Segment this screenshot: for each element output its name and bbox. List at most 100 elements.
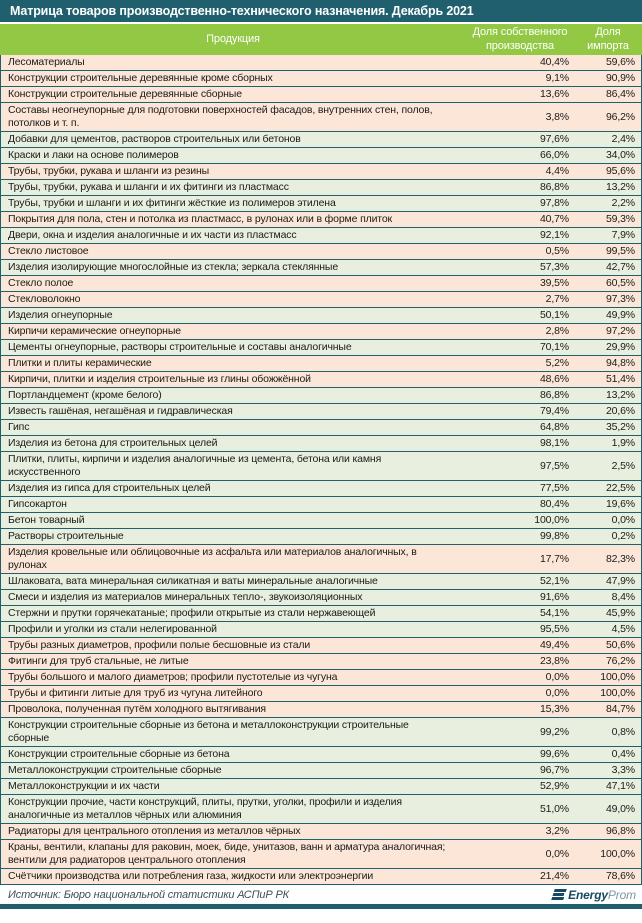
import-share: 20,6%: [605, 405, 635, 417]
product-name: Стекло листовое: [8, 245, 89, 257]
table-row: Кирпичи керамические огнеупорные 2,8% 97,2…: [1, 324, 641, 340]
own-production-share: 97,5%: [539, 459, 569, 472]
product-name: Счётчики производства или потребления га…: [8, 870, 374, 882]
product-name: Плитки и плиты керамические: [8, 357, 152, 369]
table-row: Счётчики производства или потребления га…: [1, 869, 641, 885]
own-production-share: 4,4%: [545, 165, 569, 177]
table-row: Трубы и фитинги литые для труб из чугуна…: [1, 686, 641, 702]
product-name: Стержни и прутки горячекатаные; профили …: [8, 607, 376, 619]
own-production-share: 23,8%: [539, 655, 569, 667]
table-row: Изделия из бетона для строительных целей…: [1, 436, 641, 452]
import-share: 90,9%: [605, 72, 635, 84]
product-name: Конструкции строительные сборные из бето…: [8, 748, 230, 760]
own-production-share: 66,0%: [539, 149, 569, 161]
import-share: 59,6%: [605, 56, 635, 68]
table-row: Известь гашёная, негашёная и гидравличес…: [1, 404, 641, 420]
own-production-share: 97,8%: [539, 197, 569, 209]
own-production-share: 64,8%: [539, 421, 569, 433]
product-name: Фитинги для труб стальные, не литые: [8, 655, 189, 667]
import-share: 34,0%: [605, 149, 635, 161]
import-share: 86,4%: [605, 88, 635, 100]
table-row: Трубы большого и малого диаметров; профи…: [1, 670, 641, 686]
table-row: Стекловолокно 2,7% 97,3%: [1, 292, 641, 308]
energyprom-logo: EnergyProm: [551, 887, 636, 902]
import-share: 4,5%: [611, 623, 635, 635]
own-production-share: 57,3%: [539, 261, 569, 273]
table-row: Стержни и прутки горячекатаные; профили …: [1, 606, 641, 622]
table-row: Лесоматериалы 40,4% 59,6%: [1, 55, 641, 71]
product-name: Известь гашёная, негашёная и гидравличес…: [8, 405, 233, 417]
own-production-share: 3,2%: [545, 825, 569, 837]
table-row: Трубы, трубки, рукава и шланги из резины…: [1, 164, 641, 180]
table-row: Гипс 64,8% 35,2%: [1, 420, 641, 436]
own-production-share: 95,5%: [539, 623, 569, 635]
import-share: 94,8%: [605, 357, 635, 369]
own-production-share: 48,6%: [539, 373, 569, 385]
import-share: 97,3%: [605, 293, 635, 305]
table-row: Стекло полое 39,5% 60,5%: [1, 276, 641, 292]
table-row: Конструкции строительные сборные из бето…: [1, 747, 641, 763]
import-share: 8,4%: [611, 591, 635, 603]
bottom-accent-bar: [0, 904, 642, 909]
product-name: Краны, вентили, клапаны для раковин, мое…: [8, 841, 446, 866]
table-row: Металлоконструкции и их части 52,9% 47,1%: [1, 779, 641, 795]
own-production-share: 40,7%: [539, 213, 569, 225]
import-share: 0,4%: [611, 748, 635, 760]
product-name: Добавки для цементов, растворов строител…: [8, 133, 301, 145]
import-share: 0,2%: [611, 530, 635, 542]
table-row: Конструкции строительные деревянные сбор…: [1, 87, 641, 103]
product-name: Металлоконструкции и их части: [8, 780, 160, 792]
product-name: Проволока, полученная путём холодного вы…: [8, 703, 266, 715]
own-production-share: 2,7%: [545, 293, 569, 305]
column-header-product: Продукция: [206, 32, 260, 45]
product-name: Кирпичи керамические огнеупорные: [8, 325, 181, 337]
import-share: 2,5%: [611, 459, 635, 472]
table-row: Изделия из гипса для строительных целей 7…: [1, 481, 641, 497]
own-production-share: 0,0%: [545, 847, 569, 860]
table-row: Трубы разных диаметров, профили полые бе…: [1, 638, 641, 654]
import-share: 42,7%: [605, 261, 635, 273]
product-name: Шлаковата, вата минеральная силикатная и…: [8, 575, 378, 587]
product-name: Гипсокартон: [8, 498, 67, 510]
import-share: 2,4%: [611, 133, 635, 145]
product-name: Двери, окна и изделия аналогичные и их ч…: [8, 229, 297, 241]
import-share: 100,0%: [600, 847, 635, 860]
product-name: Кирпичи, плитки и изделия строительные и…: [8, 373, 311, 385]
import-share: 76,2%: [605, 655, 635, 667]
table-row: Двери, окна и изделия аналогичные и их ч…: [1, 228, 641, 244]
product-name: Лесоматериалы: [8, 56, 85, 68]
own-production-share: 0,5%: [545, 245, 569, 257]
table-row: Изделия кровельные или облицовочные из а…: [1, 545, 641, 574]
product-name: Изделия изолирующие многослойные из стек…: [8, 261, 339, 273]
import-share: 59,3%: [605, 213, 635, 225]
table-row: Трубы, трубки, рукава и шланги и их фити…: [1, 180, 641, 196]
table-row: Металлоконструкции строительные сборные 9…: [1, 763, 641, 779]
table-row: Конструкции строительные сборные из бето…: [1, 718, 641, 747]
import-share: 1,9%: [611, 437, 635, 449]
own-production-share: 2,8%: [545, 325, 569, 337]
table-row: Изделия изолирующие многослойные из стек…: [1, 260, 641, 276]
table-row: Краски и лаки на основе полимеров 66,0% 34…: [1, 148, 641, 164]
product-name: Конструкции прочие, части конструкций, п…: [8, 796, 402, 821]
table-row: Портландцемент (кроме белого) 86,8% 13,2%: [1, 388, 641, 404]
footer: Источник: Бюро национальной статистики А…: [0, 885, 642, 904]
own-production-share: 100,0%: [534, 514, 569, 526]
logo-text-prom: Prom: [607, 887, 636, 902]
table-row: Краны, вентили, клапаны для раковин, мое…: [1, 840, 641, 869]
own-production-share: 50,1%: [539, 309, 569, 321]
own-production-share: 54,1%: [539, 607, 569, 619]
table-row: Растворы строительные 99,8% 0,2%: [1, 529, 641, 545]
product-name: Стекловолокно: [8, 293, 81, 305]
own-production-share: 97,6%: [539, 133, 569, 145]
import-share: 45,9%: [605, 607, 635, 619]
import-share: 13,2%: [605, 181, 635, 193]
own-production-share: 92,1%: [539, 229, 569, 241]
import-share: 60,5%: [605, 277, 635, 289]
table-row: Гипсокартон 80,4% 19,6%: [1, 497, 641, 513]
own-production-share: 80,4%: [539, 498, 569, 510]
import-share: 100,0%: [600, 671, 635, 683]
import-share: 35,2%: [605, 421, 635, 433]
import-share: 84,7%: [605, 703, 635, 715]
table-row: Изделия огнеупорные 50,1% 49,9%: [1, 308, 641, 324]
own-production-share: 99,8%: [539, 530, 569, 542]
